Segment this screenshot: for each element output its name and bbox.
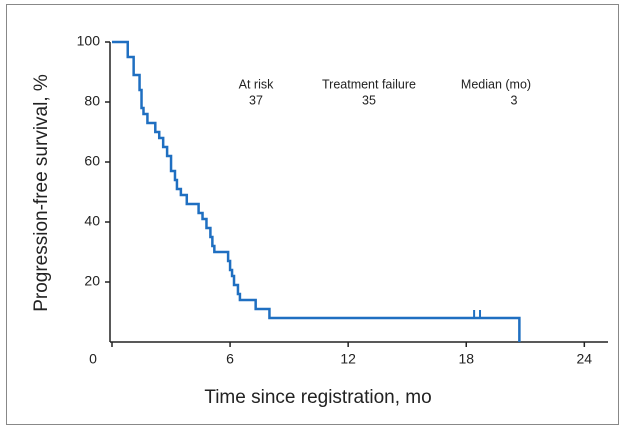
y-tick-label: 40 <box>84 213 100 229</box>
x-tick-label: 24 <box>577 351 593 367</box>
x-axis-title: Time since registration, mo <box>204 387 431 408</box>
x-tick-label: 6 <box>226 351 234 367</box>
annotation-label: Median (mo) <box>461 77 531 91</box>
survival-curve <box>112 40 521 342</box>
x-tick-label: 12 <box>340 351 356 367</box>
y-tick-label: 60 <box>84 153 100 169</box>
annotation-value: 3 <box>511 93 518 107</box>
x-tick-label: 18 <box>458 351 474 367</box>
frame <box>6 4 619 425</box>
annotation-value: 35 <box>362 93 376 107</box>
x-tick-label: 0 <box>89 351 97 367</box>
y-tick-label: 20 <box>84 273 100 289</box>
y-tick-label: 100 <box>77 33 101 49</box>
annotation-label: At risk <box>239 77 274 91</box>
annotation-value: 37 <box>249 93 263 107</box>
y-axis-title: Progression-free survival, % <box>31 74 52 312</box>
y-tick-label: 80 <box>84 93 100 109</box>
annotation-label: Treatment failure <box>322 77 416 91</box>
